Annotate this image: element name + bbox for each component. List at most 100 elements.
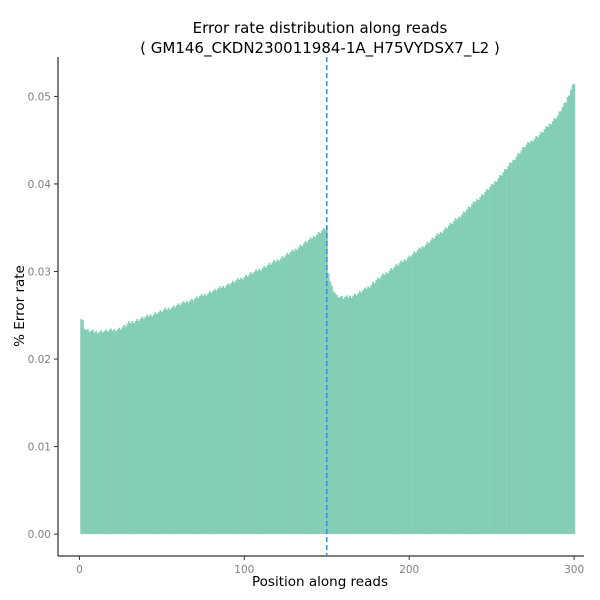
bar	[444, 227, 447, 535]
bar	[436, 233, 439, 535]
bar	[353, 293, 356, 535]
bar	[93, 332, 96, 535]
bar	[349, 295, 351, 535]
bar	[426, 241, 429, 535]
bar	[212, 290, 215, 535]
bar	[540, 131, 543, 535]
bar	[103, 331, 106, 535]
bar	[340, 295, 343, 535]
bar	[434, 236, 437, 535]
bar	[467, 206, 470, 535]
bar	[240, 277, 243, 535]
bar	[142, 318, 145, 535]
bar	[487, 189, 490, 535]
bar	[332, 291, 335, 535]
bar	[339, 296, 342, 535]
bar	[431, 237, 434, 535]
bar	[421, 246, 424, 535]
bar	[377, 277, 379, 535]
bar	[304, 241, 307, 535]
bar	[152, 314, 155, 535]
bar	[230, 283, 233, 535]
bar	[490, 183, 493, 535]
bar	[508, 162, 511, 535]
bar	[197, 298, 200, 535]
bar	[86, 329, 89, 535]
bar	[306, 242, 309, 535]
bar	[560, 111, 562, 535]
bar	[482, 194, 485, 535]
bar	[428, 243, 431, 535]
bar	[225, 285, 228, 535]
bar	[525, 144, 528, 535]
bar	[256, 271, 259, 535]
bar	[500, 175, 503, 535]
bar	[545, 126, 548, 535]
bar	[283, 257, 285, 535]
bar	[164, 307, 167, 535]
bar	[205, 295, 208, 535]
bar	[446, 228, 449, 535]
bar	[350, 297, 353, 535]
bar	[202, 295, 205, 535]
bar	[139, 318, 142, 535]
bar	[281, 256, 284, 535]
bar	[101, 332, 104, 535]
bar	[166, 309, 168, 535]
bar	[462, 211, 465, 535]
bar	[268, 263, 271, 535]
bar	[187, 302, 190, 535]
y-tick-label: 0.04	[28, 179, 52, 191]
bar	[299, 244, 302, 535]
bar	[311, 238, 314, 535]
bar	[113, 329, 116, 535]
bar	[485, 189, 488, 535]
bar	[279, 258, 282, 535]
bar	[330, 285, 333, 535]
bar	[317, 232, 320, 535]
bar	[147, 316, 150, 535]
bar	[573, 83, 576, 535]
bar	[95, 331, 97, 535]
x-tick-label: 200	[399, 564, 419, 576]
bar	[505, 169, 508, 535]
bar	[151, 316, 154, 535]
x-tick-label: 100	[234, 564, 254, 576]
y-tick-label: 0.00	[28, 529, 51, 541]
bar	[203, 293, 206, 535]
bar	[352, 295, 355, 535]
bar	[538, 134, 541, 535]
bar	[121, 327, 124, 535]
bar	[286, 252, 289, 535]
bar	[398, 263, 401, 535]
bar	[344, 297, 346, 535]
bar	[370, 284, 373, 535]
bar	[255, 269, 257, 535]
bar	[316, 234, 318, 535]
bar	[438, 234, 440, 535]
bar	[523, 147, 526, 535]
bar	[406, 258, 409, 535]
bar	[410, 256, 412, 535]
bar	[213, 288, 216, 535]
y-tick-label: 0.01	[28, 442, 51, 454]
bar	[154, 312, 157, 535]
bar	[382, 273, 384, 535]
bar	[177, 303, 180, 535]
bar	[98, 331, 101, 535]
bar	[144, 316, 147, 535]
bar	[246, 276, 249, 535]
bar	[362, 290, 365, 535]
bar	[454, 218, 457, 535]
bar	[390, 268, 393, 535]
bar	[365, 288, 368, 535]
bar	[469, 207, 472, 535]
bar	[541, 132, 544, 535]
bar	[96, 333, 99, 535]
bar	[528, 143, 531, 535]
bar	[85, 330, 88, 535]
bar	[80, 319, 83, 535]
bar	[128, 321, 130, 535]
bar	[307, 239, 310, 535]
